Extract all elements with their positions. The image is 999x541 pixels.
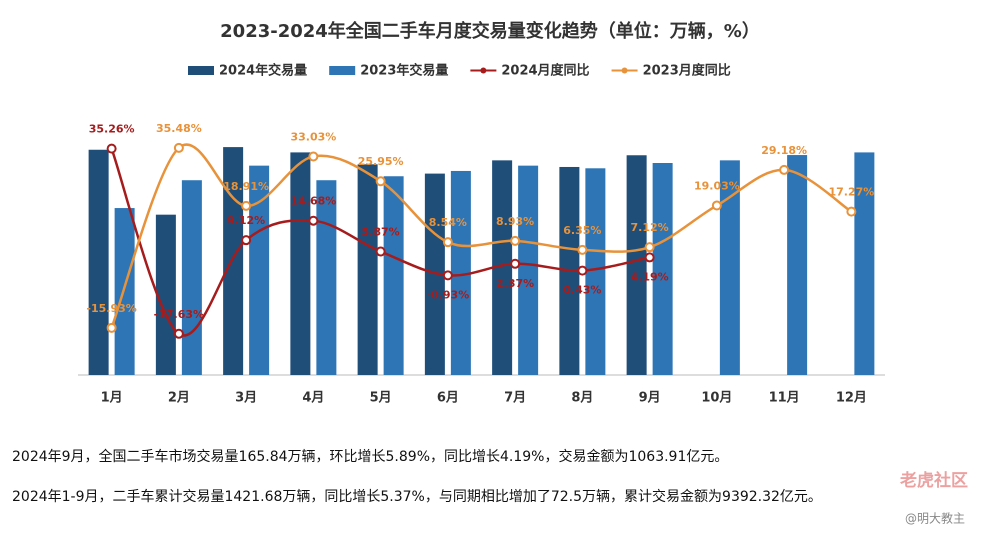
x-tick-label: 9月	[639, 391, 661, 406]
line	[110, 143, 853, 329]
data-label: 35.26%	[89, 123, 135, 136]
x-tick-label: 5月	[370, 391, 392, 406]
data-label: 8.54%	[429, 216, 467, 229]
data-label: 25.95%	[358, 155, 404, 168]
bar	[383, 176, 404, 375]
watermark: 老虎社区	[899, 470, 968, 491]
bar	[223, 147, 244, 375]
bar	[316, 180, 337, 375]
bar	[585, 168, 606, 375]
legend-swatch	[480, 67, 487, 74]
legend-swatch	[621, 67, 628, 74]
line-point	[173, 142, 184, 153]
line-point	[644, 252, 655, 263]
line-point	[442, 237, 453, 248]
data-label: 29.18%	[761, 144, 807, 157]
bar	[249, 165, 270, 375]
line-point	[644, 242, 655, 253]
line-point	[779, 164, 790, 175]
data-label: 8.93%	[496, 215, 534, 228]
line-point	[106, 143, 117, 154]
data-label: 9.12%	[227, 214, 265, 227]
line-point	[106, 322, 117, 333]
data-label: -17.63%	[154, 308, 204, 321]
bar	[626, 155, 647, 375]
data-label: 33.03%	[290, 130, 336, 143]
bar	[114, 208, 135, 375]
bar	[492, 160, 513, 375]
data-label: 14.68%	[290, 195, 336, 208]
line-point	[510, 235, 521, 246]
line-point	[375, 176, 386, 187]
bar	[518, 165, 539, 375]
legend-label: 2023年交易量	[360, 63, 448, 79]
chart-title: 2023-2024年全国二手车月度交易量变化趋势（单位：万辆，%）	[220, 20, 760, 42]
legend-swatch	[329, 66, 356, 75]
data-label: 7.12%	[631, 221, 669, 234]
x-tick-label: 8月	[571, 391, 593, 406]
legend-label: 2023月度同比	[643, 63, 731, 79]
x-tick-label: 1月	[101, 391, 123, 406]
x-tick-label: 6月	[437, 391, 459, 406]
data-label: 18.91%	[223, 180, 269, 193]
watermark: @明大教主	[905, 511, 965, 526]
data-label: -0.93%	[427, 288, 470, 301]
bar	[155, 214, 176, 375]
legend-label: 2024年交易量	[219, 63, 307, 79]
legend: 2024年交易量 2023年交易量 2024月度同比 2023月度同比	[188, 63, 731, 79]
data-label: -15.93%	[86, 302, 136, 315]
data-label: 17.27%	[828, 186, 874, 199]
line-point	[510, 258, 521, 269]
legend-label: 2024月度同比	[501, 63, 589, 79]
data-label: 19.03%	[694, 179, 740, 192]
x-tick-label: 11月	[769, 391, 800, 406]
note: 2024年9月，全国二手车市场交易量165.84万辆，环比增长5.89%，同比增…	[12, 448, 728, 465]
bar	[88, 149, 109, 375]
note: 2024年1-9月，二手车累计交易量1421.68万辆，同比增长5.37%，与同…	[12, 488, 822, 505]
legend-swatch	[188, 66, 214, 75]
x-tick-label: 7月	[504, 391, 526, 406]
x-tick-label: 12月	[836, 391, 867, 406]
data-label: 5.87%	[362, 226, 400, 239]
data-label: 35.48%	[156, 122, 202, 135]
line-point	[308, 215, 319, 226]
x-tick-label: 3月	[235, 391, 257, 406]
line-point	[173, 328, 184, 339]
bar	[450, 170, 471, 375]
data-label: 2.37%	[496, 277, 534, 290]
bar	[181, 180, 202, 375]
data-label: 6.35%	[563, 224, 601, 237]
line-point	[577, 244, 588, 255]
data-label: 0.43%	[563, 284, 601, 297]
bar	[719, 160, 740, 375]
x-tick-label: 10月	[701, 391, 732, 406]
x-tick-label: 4月	[302, 391, 324, 406]
bar	[652, 163, 673, 375]
line-point	[241, 200, 252, 211]
line-point	[577, 265, 588, 276]
line-point	[711, 200, 722, 211]
bar	[290, 152, 311, 375]
bar	[854, 152, 875, 375]
x-tick-label: 2月	[168, 391, 190, 406]
bar	[357, 164, 378, 375]
bar	[787, 155, 808, 375]
data-label: 4.19%	[631, 270, 669, 283]
line-point	[375, 246, 386, 257]
line-point	[846, 206, 857, 217]
line-point	[241, 235, 252, 246]
line-point	[442, 270, 453, 281]
line-point	[308, 151, 319, 162]
